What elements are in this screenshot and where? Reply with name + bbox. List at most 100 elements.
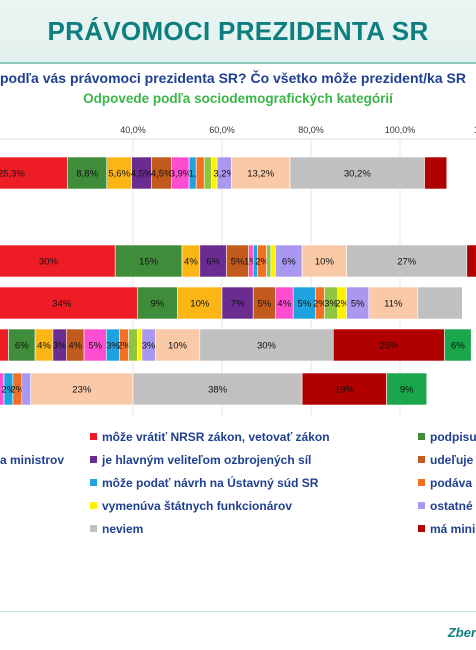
legend-swatch [418,479,425,486]
bottom-rule [0,611,476,612]
bar-segment [466,244,476,278]
legend-item: je hlavným veliteľom ozbrojených síl [90,453,311,467]
data-label: 30,2% [344,169,371,180]
bar-segment [199,244,227,278]
legend-item: podpisuj [418,430,476,444]
legend-label: môže podať návrh na Ústavný súd SR [102,476,319,490]
data-label: 3% [53,341,67,352]
legend-label: neviem [102,522,144,536]
stacked-bar-chart: 40,0%60,0%80,0%100,0%120,0%14025,3%8,8%5… [0,125,476,415]
data-label: 4% [277,299,291,310]
bar-segment [424,156,448,190]
data-label: 11% [384,299,403,310]
data-label: 15% [139,257,159,268]
data-label: 4% [184,257,198,268]
legend-swatch [418,456,425,463]
legend-label: je hlavným veliteľom ozbrojených síl [102,453,312,467]
bar-segment [266,244,272,278]
legend-item: podáva s [418,476,476,490]
legend-swatch [418,433,425,440]
subtitle: Odpovede podľa sociodemografických kateg… [83,91,393,106]
legend-item: má minim [418,522,476,536]
legend-label: a ministrov [0,453,65,467]
legend-item: neviem [90,522,143,536]
bar-segment [221,286,254,320]
legend-swatch [418,502,425,509]
data-label: 8,8% [76,169,98,180]
data-label: 3% [324,299,338,310]
bar-segment [21,372,31,406]
data-label: 30% [39,257,59,268]
bar-segment [289,156,425,190]
data-label: 6% [15,341,29,352]
legend-item: udeľuje [418,453,473,467]
data-label: 10% [315,257,335,268]
data-label: 6% [451,341,465,352]
bar-segment [231,156,291,190]
data-label: 6% [206,257,220,268]
data-label: 5% [351,299,365,310]
data-label: 3% [106,341,120,352]
data-label: 9% [151,299,165,310]
data-label: 25% [379,341,399,352]
legend-swatch [90,433,97,440]
data-label: 30% [257,341,277,352]
bar-segment [332,328,445,362]
data-label: 23% [72,385,92,396]
data-label: 2% [117,341,131,352]
legend-item: vymenúva štátnych funkcionárov [90,499,292,513]
bar-segment [203,156,212,190]
bar-segment [301,372,387,406]
data-label: 4% [68,341,82,352]
legend-swatch [90,456,97,463]
legend-swatch [418,525,425,532]
bar-segment [275,244,303,278]
data-label: 10% [168,341,188,352]
bar-segment [128,328,138,362]
data-label: 1% [244,257,258,268]
bar-segment [386,372,428,406]
bar-segment [132,372,303,406]
legend-label: udeľuje [430,453,474,467]
legend-item: ostatné [418,499,473,513]
data-label: 34% [52,299,72,310]
legend-item: a ministrov [0,453,64,467]
legend-swatch [90,479,97,486]
data-label: 4% [37,341,51,352]
data-label: 19% [335,385,355,396]
bar-segment [195,156,205,190]
data-label: 4,5% [131,169,153,180]
data-label: 2% [10,385,24,396]
bar-segment [301,244,347,278]
data-label: 9% [400,385,414,396]
x-tick-label: 100,0% [385,125,416,135]
bar-segment [106,156,132,190]
bar-segment [155,328,201,362]
legend-label: podáva s [430,476,476,490]
data-label: 3% [142,341,156,352]
question-text: podľa vás právomoci prezidenta SR? Čo vš… [0,70,466,86]
x-tick-label: 80,0% [298,125,324,135]
bar-segment [30,372,134,406]
data-label: 2% [2,385,16,396]
page-title: PRÁVOMOCI PREZIDENTA SR [47,16,429,46]
data-label: 2% [313,299,327,310]
legend-swatch [90,525,97,532]
bar-segment [346,244,468,278]
data-label: 4,5% [151,169,173,180]
data-label: 5% [231,257,245,268]
bar-segment [8,328,36,362]
source-text: Zber [447,625,476,640]
data-label: 13,2% [247,169,274,180]
bar-segment [137,286,178,320]
bar-segment [270,244,276,278]
legend-label: má minim [430,522,476,536]
data-label: 2% [255,257,269,268]
legend-label: môže vrátiť NRSR zákon, vetovať zákon [102,430,330,444]
bar-segment [417,286,463,320]
title-band [0,0,476,64]
legend-item: môže vrátiť NRSR zákon, vetovať zákon [90,430,330,444]
x-tick-label: 120,0% [474,125,476,135]
x-tick-label: 60,0% [209,125,235,135]
legend-item: môže podať návrh na Ústavný súd SR [90,476,318,490]
